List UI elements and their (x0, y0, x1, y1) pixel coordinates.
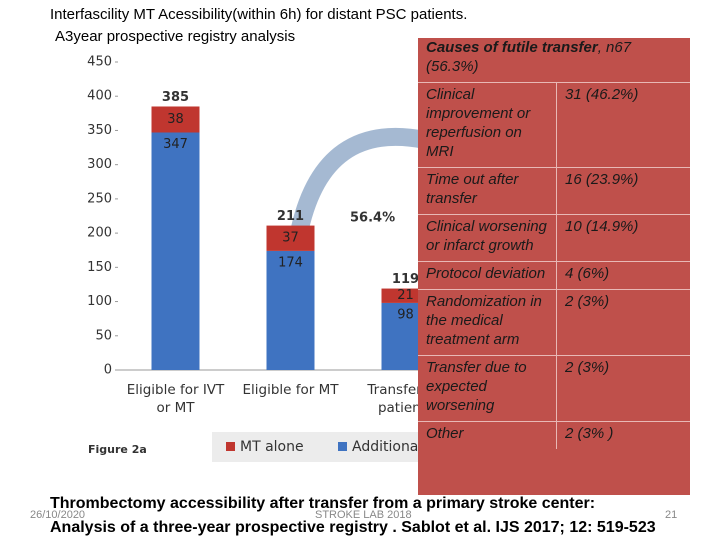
figure-label: Figure 2a (88, 443, 147, 456)
bar-segment (266, 225, 315, 251)
cause-cell: Protocol deviation (418, 261, 557, 290)
legend-background (212, 432, 422, 462)
table-row: Transfer due to expected worsening 2 (3%) (418, 355, 690, 422)
page-number: 21 (665, 509, 678, 521)
table-row: Other 2 (3% ) (418, 421, 690, 449)
transfer-arrow (291, 127, 427, 231)
futile-transfer-table: Causes of futile transfer, n67 (56.3%) C… (418, 38, 690, 495)
segment-label: 37 (282, 231, 299, 246)
y-tick-label: 100 (87, 294, 112, 309)
count-cell: 4 (6%) (556, 261, 690, 290)
count-cell: 31 (46.2%) (556, 82, 690, 168)
x-tick-label: Eligible for IVT or MT (126, 382, 225, 416)
y-tick-label: 150 (87, 260, 112, 275)
legend-swatch (226, 442, 235, 451)
segment-label: 347 (163, 137, 188, 152)
table-row: Randomization in the medical treatment a… (418, 289, 690, 356)
legend-label: Additional (352, 439, 422, 455)
segment-label: 174 (278, 255, 303, 270)
table-row: Time out after transfer 16 (23.9%) (418, 167, 690, 215)
y-tick-label: 350 (87, 123, 112, 138)
x-tick-label: Eligible for MT (242, 382, 339, 398)
cause-cell: Clinical worsening or infarct growth (418, 214, 557, 262)
bar-segment (151, 106, 200, 133)
date: 26/10/2020 (30, 509, 86, 521)
count-cell: 2 (3%) (556, 289, 690, 356)
reference-line: Analysis of a three-year prospective reg… (50, 519, 656, 536)
y-tick-label: 250 (87, 191, 112, 206)
bar-segment (266, 250, 315, 370)
total-label: 211 (277, 209, 304, 224)
table-title-count: , n67 (56.3%) (426, 39, 632, 75)
y-tick-label: 450 (87, 55, 112, 70)
total-label: 385 (162, 90, 189, 105)
count-cell: 2 (3% ) (556, 421, 690, 449)
table-row: Clinical worsening or infarct growth 10 (… (418, 214, 690, 262)
cause-cell: Other (418, 421, 557, 449)
slide-subtitle: A3year prospective registry analysis (55, 28, 296, 45)
table-row: Clinical improvement or reperfusion on M… (418, 82, 690, 168)
legend-label: MT alone (240, 439, 304, 455)
y-tick-label: 50 (95, 328, 112, 343)
cause-cell: Clinical improvement or reperfusion on M… (418, 82, 557, 168)
count-cell: 2 (3%) (556, 355, 690, 422)
bar-segment (151, 132, 200, 370)
reference-line: Thrombectomy accessibility after transfe… (50, 495, 596, 512)
slide-title: Interfascility MT Acessibility(within 6h… (50, 6, 468, 23)
y-tick-label: 0 (104, 363, 112, 378)
y-tick-label: 200 (87, 226, 112, 241)
y-tick-label: 400 (87, 89, 112, 104)
total-label: 119 (392, 272, 419, 287)
table-title: Causes of futile transfer (426, 39, 598, 56)
lab-name: STROKE LAB 2018 (315, 509, 412, 521)
cause-cell: Transfer due to expected worsening (418, 355, 557, 422)
segment-label: 98 (397, 307, 414, 322)
legend-swatch (338, 442, 347, 451)
y-tick-label: 300 (87, 157, 112, 172)
cause-cell: Randomization in the medical treatment a… (418, 289, 557, 356)
count-cell: 16 (23.9%) (556, 167, 690, 215)
table-body: Clinical improvement or reperfusion on M… (418, 82, 690, 449)
bar-segment (381, 288, 430, 303)
table-header: Causes of futile transfer, n67 (56.3%) (418, 38, 690, 82)
segment-label: 38 (167, 112, 184, 127)
cause-cell: Time out after transfer (418, 167, 557, 215)
arrow-annotation: 56.4% (350, 211, 395, 226)
segment-label: 21 (397, 288, 414, 303)
table-row: Protocol deviation 4 (6%) (418, 261, 690, 290)
count-cell: 10 (14.9%) (556, 214, 690, 262)
